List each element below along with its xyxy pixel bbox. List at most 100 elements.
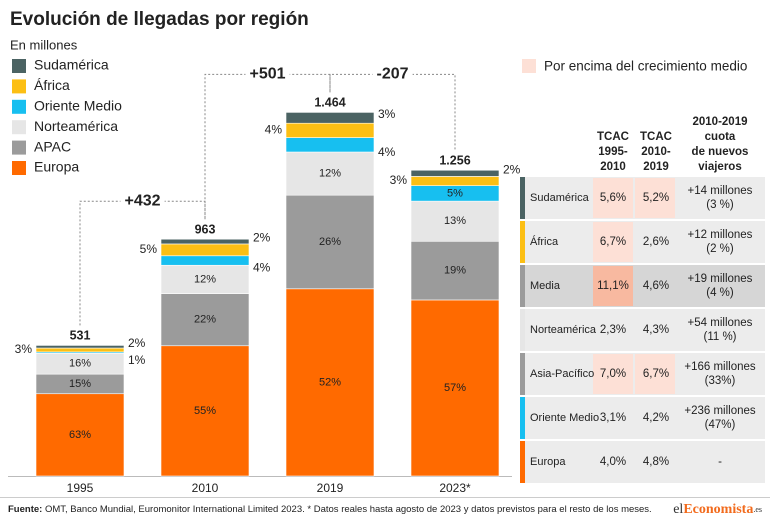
header-line: 2010-2019 [693, 116, 748, 128]
bar-segment [285, 137, 375, 153]
segment-label: 1% [128, 353, 146, 367]
bar-segment [285, 288, 375, 477]
row-bg [520, 309, 765, 351]
footer: Fuente: OMT, Banco Mundial, Euromonitor … [8, 504, 652, 515]
logo-part: .es [753, 505, 762, 514]
cell-line: (3 %) [706, 199, 734, 211]
legend-label: África [34, 77, 70, 93]
segment-label: 57% [444, 382, 466, 394]
segment-label: 63% [69, 429, 91, 441]
bar-segment [160, 238, 250, 245]
segment-label: 2% [128, 336, 146, 350]
legend-label: Europa [34, 159, 79, 175]
segment-label: 4% [378, 145, 396, 159]
row-color [520, 265, 525, 307]
row-color [520, 221, 525, 263]
column-header: 2010-2019 cuota de nuevos viajeros [692, 116, 749, 173]
table-cell: - [718, 456, 722, 468]
header-line: TCAC [640, 131, 672, 143]
table-cell: 4,8% [643, 456, 669, 468]
table-cell: 4,3% [643, 324, 669, 336]
highlight-cell [593, 266, 633, 306]
header-line: 2019 [643, 161, 669, 173]
table-cell: +54 millones (11 %) [688, 317, 753, 343]
row-color [520, 397, 525, 439]
table-cell: 6,7% [600, 236, 626, 248]
table-cell: 11,1% [597, 280, 629, 292]
cell-line: +166 millones [684, 361, 756, 373]
cell-line: +236 millones [684, 405, 756, 417]
row-label: Oriente Medio [530, 412, 599, 424]
legend-swatch [12, 120, 26, 135]
table-cell: 7,0% [600, 368, 626, 380]
segment-label: 52% [319, 376, 341, 388]
legend-label: Oriente Medio [34, 98, 122, 114]
row-label: Sudamérica [530, 192, 590, 204]
segment-label: 3% [378, 107, 396, 121]
segment-label: 2% [253, 231, 271, 245]
row-bg [520, 265, 765, 307]
bar-segment [35, 393, 125, 477]
segment-label: 15% [69, 378, 91, 390]
row-label: Norteamérica [530, 324, 597, 336]
segment-label: 12% [194, 273, 216, 285]
x-tick-label: 2019 [317, 481, 344, 495]
segment-label: 3% [15, 342, 33, 356]
highlight-cell [593, 354, 633, 394]
legend-label: Sudamérica [34, 57, 109, 73]
bar-segment [160, 243, 250, 257]
row-label: Media [530, 280, 561, 292]
row-label: Europa [530, 456, 566, 468]
bar-segment [285, 122, 375, 138]
highlight-cell [593, 178, 633, 218]
header-line: 1995- [598, 146, 628, 158]
segment-label: 19% [444, 265, 466, 277]
connector [204, 73, 331, 220]
bar-segment [410, 240, 500, 301]
segment-label: 4% [265, 123, 283, 137]
cell-line: +19 millones [688, 273, 753, 285]
row-bg [520, 397, 765, 439]
table-cell: 5,6% [600, 192, 626, 204]
table-cell: 5,2% [643, 192, 669, 204]
logo: elEconomista.es [673, 502, 762, 517]
column-header: TCAC 1995- 2010 [597, 131, 629, 173]
highlight-cell [635, 178, 675, 218]
bar-segment [410, 176, 500, 186]
bar-segment [160, 293, 250, 347]
legend-swatch [12, 99, 26, 114]
table-cell: +12 millones (2 %) [688, 229, 753, 255]
legend-swatch [522, 59, 536, 73]
row-color [520, 309, 525, 351]
bar-segment [410, 200, 500, 242]
bar-segment [35, 347, 125, 353]
legend-swatch [12, 161, 26, 175]
header-line: viajeros [698, 161, 741, 173]
legend-swatch [12, 59, 26, 73]
table-cell: +14 millones (3 %) [688, 185, 753, 211]
row-color [520, 353, 525, 395]
table-legend: Por encima del crecimiento medio [544, 59, 747, 74]
row-label: África [530, 235, 559, 248]
bar-segment [160, 255, 250, 266]
table-cell: 6,7% [643, 368, 669, 380]
row-bg [520, 221, 765, 263]
header-line: 2010 [600, 161, 626, 173]
segment-label: 3% [390, 173, 408, 187]
segment-label: 16% [69, 358, 91, 370]
bar-segment [160, 345, 250, 477]
cell-line: +12 millones [688, 229, 753, 241]
total-label: 963 [195, 222, 216, 236]
table-cell: +19 millones (4 %) [688, 273, 753, 299]
x-tick-label: 2010 [192, 481, 219, 495]
subtitle: En millones [10, 37, 78, 52]
logo-part: el [673, 502, 683, 517]
x-tick-label: 1995 [67, 481, 94, 495]
bar-segment [285, 194, 375, 290]
legend-label: APAC [34, 138, 71, 154]
legend-swatch [12, 140, 26, 155]
table-cell: 4,0% [600, 456, 626, 468]
bar-segment [160, 264, 250, 294]
bar-segment [410, 299, 500, 477]
row-color [520, 177, 525, 219]
